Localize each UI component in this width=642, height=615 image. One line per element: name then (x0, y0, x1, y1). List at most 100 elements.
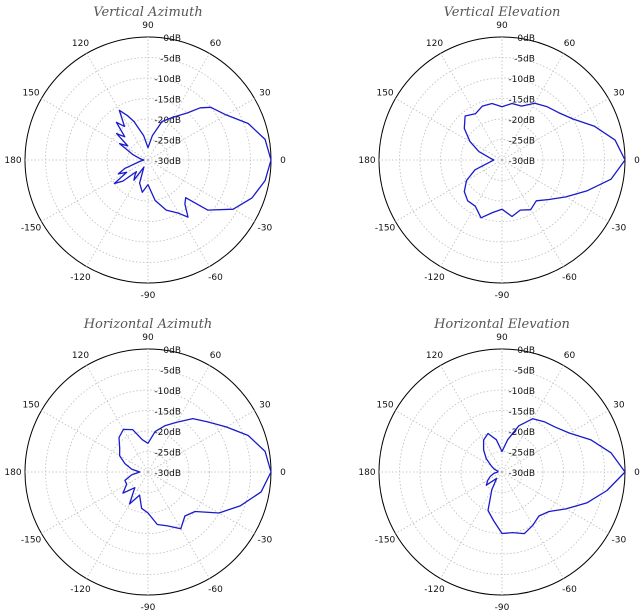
grid-spoke (501, 471, 564, 579)
pattern-curve (113, 106, 272, 218)
grid-spoke (147, 98, 255, 161)
grid-ring (440, 410, 564, 534)
grid-spoke (41, 410, 149, 473)
radial-tick-label: -20dB (508, 428, 535, 438)
angle-tick-label: 90 (496, 21, 508, 31)
grid-ring (127, 451, 169, 493)
angle-tick-label: -90 (495, 603, 510, 613)
radial-tick-label: 0dB (163, 346, 181, 356)
angle-tick-label: 150 (376, 89, 393, 99)
angle-tick-label: 60 (564, 351, 576, 361)
angle-tick-label: -30 (612, 536, 627, 546)
radial-tick-label: -30dB (508, 157, 535, 167)
grid-spoke (501, 53, 564, 161)
angle-tick-label: 180 (4, 468, 21, 478)
polar-chart-horizontal-elevation: Horizontal Elevation 0 30 60 90 120 150 180 -15… (358, 317, 640, 613)
angle-tick-label: -150 (21, 224, 42, 234)
grid-spoke (395, 159, 503, 222)
grid-spoke (501, 410, 609, 473)
angle-tick-label: 150 (22, 89, 39, 99)
grid-spoke (86, 53, 149, 161)
grid-spoke (147, 471, 255, 534)
grid-spoke (501, 471, 609, 534)
radial-tick-label: -15dB (508, 96, 535, 106)
radial-tick-label: -15dB (154, 408, 181, 418)
radial-tick-label: -5dB (514, 367, 535, 377)
grid-spoke (501, 365, 564, 473)
grid-spoke (86, 471, 149, 579)
grid-spoke (501, 159, 564, 267)
radial-tick-label: -20dB (508, 116, 535, 126)
grid-spoke (147, 159, 210, 267)
pattern-curve (118, 417, 272, 530)
radial-tick-label: -25dB (154, 449, 181, 459)
angle-tick-label: 120 (426, 351, 443, 361)
grid-spoke (147, 53, 210, 161)
radial-tick-label: -5dB (160, 55, 181, 65)
radial-tick-label: -5dB (514, 55, 535, 65)
angle-tick-label: -120 (424, 273, 445, 283)
angle-tick-label: 90 (142, 21, 154, 31)
angle-tick-label: 120 (72, 39, 89, 49)
grid-ring (481, 139, 523, 181)
chart-title: Horizontal Azimuth (83, 317, 213, 332)
radial-tick-label: -30dB (154, 469, 181, 479)
radial-tick-label: -10dB (154, 387, 181, 397)
angle-tick-label: 90 (142, 333, 154, 343)
radial-tick-label: -10dB (508, 75, 535, 85)
grid-ring (440, 98, 564, 222)
radial-tick-label: -10dB (508, 387, 535, 397)
angle-tick-label: 120 (426, 39, 443, 49)
pattern-curve (463, 102, 626, 219)
angle-tick-label: 0 (634, 468, 640, 478)
radial-tick-label: -25dB (508, 449, 535, 459)
grid-spoke (41, 159, 149, 222)
radial-tick-label: -20dB (154, 428, 181, 438)
angle-tick-label: 0 (634, 156, 640, 166)
polar-chart-horizontal-azimuth: Horizontal Azimuth 0 30 60 90 120 150 180 -150 -… (4, 317, 286, 613)
angle-tick-label: -120 (70, 273, 91, 283)
grid-spoke (501, 159, 609, 222)
angle-tick-label: -150 (375, 224, 396, 234)
chart-title: Vertical Elevation (444, 5, 561, 20)
angle-tick-label: 0 (280, 156, 286, 166)
angle-tick-label: 30 (259, 401, 271, 411)
pattern-curve (482, 418, 626, 535)
grid-spoke (395, 410, 503, 473)
grid-spoke (86, 159, 149, 267)
radial-tick-label: -15dB (508, 408, 535, 418)
angle-tick-label: 180 (4, 156, 21, 166)
grid-spoke (41, 471, 149, 534)
angle-tick-label: -120 (424, 585, 445, 595)
angle-tick-label: -90 (495, 291, 510, 301)
angle-tick-label: 150 (376, 401, 393, 411)
angle-tick-label: 180 (358, 468, 375, 478)
angle-tick-label: -150 (375, 536, 396, 546)
angle-tick-label: 30 (259, 89, 271, 99)
grid-ring (106, 118, 190, 202)
angle-tick-label: -60 (562, 273, 577, 283)
angle-tick-label: -30 (612, 224, 627, 234)
angle-tick-label: 0 (280, 468, 286, 478)
angle-tick-label: 150 (22, 401, 39, 411)
radial-tick-label: -25dB (508, 137, 535, 147)
angle-tick-label: -30 (258, 224, 273, 234)
angle-tick-label: 180 (358, 156, 375, 166)
grid-spoke (395, 98, 503, 161)
angle-tick-label: -90 (141, 603, 156, 613)
grid-spoke (147, 159, 255, 222)
grid-spoke (440, 365, 503, 473)
grid-ring (127, 139, 169, 181)
chart-title: Horizontal Elevation (433, 317, 570, 332)
angle-tick-label: -60 (208, 273, 223, 283)
radial-tick-label: -30dB (154, 157, 181, 167)
angle-tick-label: -150 (21, 536, 42, 546)
angle-tick-label: 60 (210, 351, 222, 361)
radial-tick-label: 0dB (517, 346, 535, 356)
grid-spoke (440, 53, 503, 161)
grid-ring (460, 430, 544, 514)
radial-tick-label: -10dB (154, 75, 181, 85)
angle-tick-label: 60 (564, 39, 576, 49)
radial-tick-label: 0dB (517, 34, 535, 44)
